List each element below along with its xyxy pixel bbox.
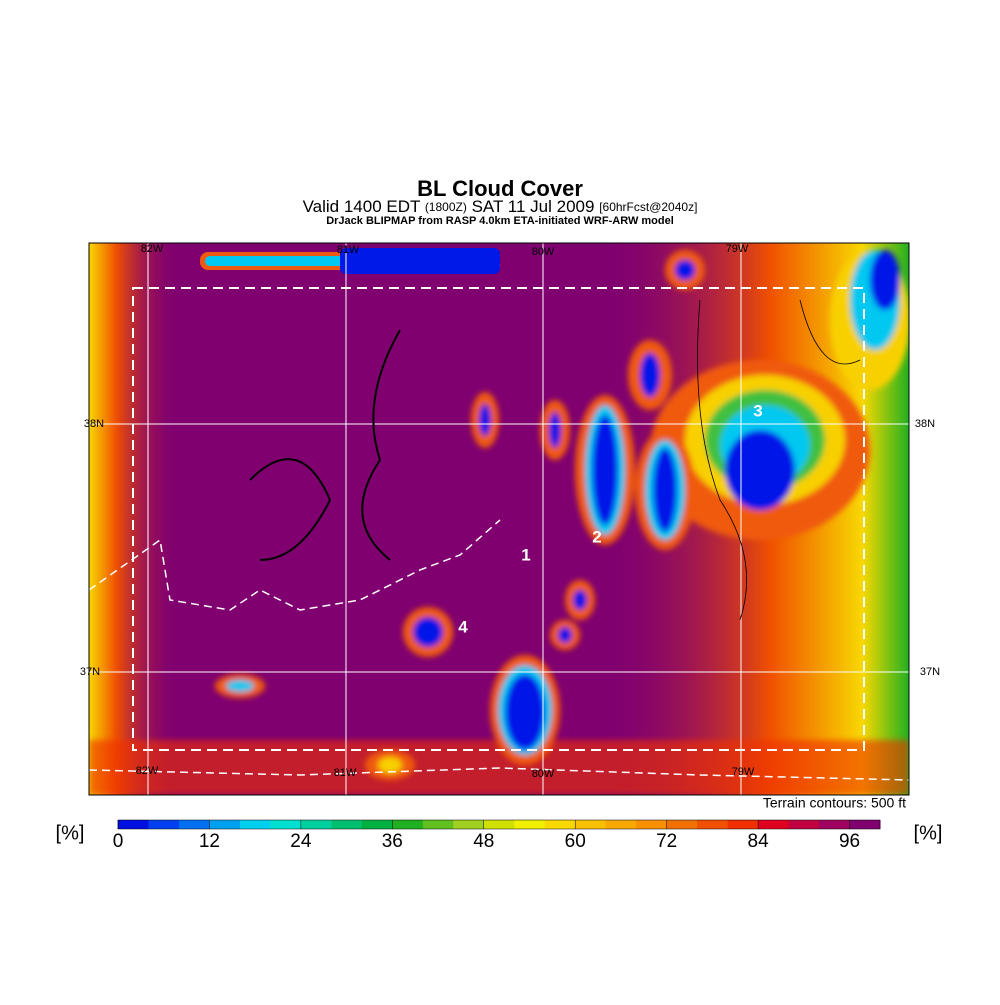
colorbar-tick-label: 72 [656, 831, 677, 852]
colorbar-tick-label: 24 [290, 831, 312, 852]
colorbar-tick-label: 36 [382, 831, 403, 852]
colorbar-tick-label: 84 [748, 831, 770, 852]
colorbar: 0 12 24 36 48 60 72 84 96 [113, 819, 881, 852]
site-label: 4 [458, 617, 468, 636]
site-label: 3 [753, 401, 762, 420]
colorbar-tick-label: 48 [473, 831, 494, 852]
lon-label: 80W [532, 246, 555, 258]
forecast: [60hrFcst@2040z] [599, 200, 697, 214]
colorbar-swatch [239, 820, 271, 829]
date: SAT 11 Jul 2009 [472, 197, 595, 216]
colorbar-swatch [209, 820, 241, 829]
lon-label: 80W [532, 768, 555, 780]
colorbar-swatch [453, 820, 485, 829]
colorbar-swatch [544, 820, 576, 829]
colorbar-swatch [666, 820, 698, 829]
colorbar-tick-label: 60 [565, 831, 586, 852]
colorbar-swatch [483, 820, 515, 829]
site-label: 1 [521, 545, 530, 564]
colorbar-swatch [422, 820, 454, 829]
lat-label: 37N [920, 666, 940, 678]
colorbar-tick-label: 0 [113, 831, 124, 852]
colorbar-tick-label: 12 [199, 831, 220, 852]
map-field [89, 243, 909, 795]
lon-label: 79W [726, 243, 749, 255]
lat-label: 38N [84, 418, 104, 430]
colorbar-swatch [605, 820, 637, 829]
unit-label: [%] [56, 822, 85, 844]
valid: Valid 1400 EDT [303, 197, 421, 216]
colorbar-swatch [758, 820, 790, 829]
lat-label: 37N [80, 666, 100, 678]
lon-label: 81W [337, 244, 360, 256]
lon-label: 79W [732, 766, 755, 778]
colorbar-swatch [788, 820, 820, 829]
colorbar-swatch [575, 820, 607, 829]
colorbar-swatch [148, 820, 180, 829]
colorbar-swatch [514, 820, 546, 829]
terrain-note: Terrain contours: 500 ft [763, 795, 906, 811]
colorbar-swatch [727, 820, 759, 829]
colorbar-swatch [392, 820, 424, 829]
colorbar-swatch [849, 820, 881, 829]
title: BL Cloud Cover [417, 176, 583, 201]
colorbar-swatch [270, 820, 302, 829]
colorbar-swatch [361, 820, 393, 829]
utc: (1800Z) [425, 200, 467, 214]
colorbar-swatch [118, 820, 149, 829]
lon-label: 81W [334, 767, 357, 779]
lat-label: 38N [915, 418, 935, 430]
colorbar-swatch [331, 820, 363, 829]
colorbar-tick-label: 96 [839, 831, 860, 852]
unit-label: [%] [914, 822, 943, 844]
colorbar-swatch [819, 820, 851, 829]
colorbar-swatch [636, 820, 668, 829]
credit: DrJack BLIPMAP from RASP 4.0km ETA-initi… [326, 215, 674, 227]
lon-label: 82W [141, 243, 164, 255]
map-frame [88, 242, 910, 796]
colorbar-swatch [300, 820, 332, 829]
colorbar-swatch [697, 820, 729, 829]
subtitle: Valid 1400 EDT (1800Z) SAT 11 Jul 2009 [… [303, 197, 698, 216]
lon-label: 82W [136, 765, 159, 777]
colorbar-swatch [178, 820, 210, 829]
site-label: 2 [592, 527, 601, 546]
